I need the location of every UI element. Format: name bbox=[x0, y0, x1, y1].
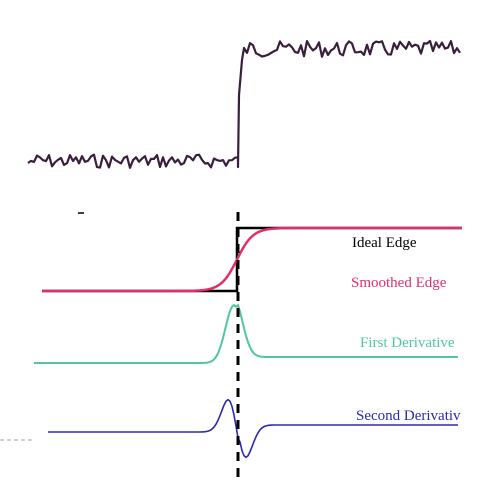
smoothed-edge-curve bbox=[42, 226, 462, 293]
first-derivative-label: First Derivative bbox=[360, 335, 455, 351]
noisy-step-signal bbox=[27, 39, 461, 169]
second-derivative-label: Second Derivativ bbox=[356, 408, 461, 424]
first-derivative-curve bbox=[34, 303, 458, 364]
second-derivative-curve bbox=[48, 398, 458, 459]
smoothed-edge-label: Smoothed Edge bbox=[351, 275, 447, 291]
ideal-edge-label: Ideal Edge bbox=[352, 235, 417, 251]
